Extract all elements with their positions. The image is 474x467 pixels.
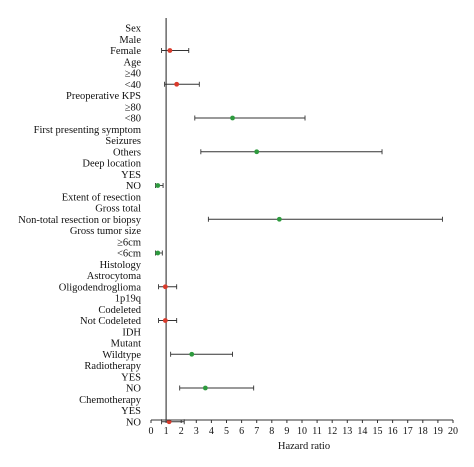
row-label: Extent of resection: [62, 192, 142, 203]
hazard-ratio-point: [167, 48, 173, 53]
hazard-ratio-point: [166, 419, 172, 425]
x-tick-label: 11: [312, 426, 322, 437]
row-label: First presenting symptom: [34, 125, 141, 136]
hazard-ratio-point: [202, 385, 208, 391]
hazard-ratio-point: [276, 216, 282, 222]
x-tick-label: 15: [373, 426, 383, 437]
x-tick-label: 1: [164, 426, 169, 437]
row-label: Seizures: [105, 136, 141, 147]
row-label: YES: [121, 372, 141, 383]
row-label: YES: [121, 170, 141, 181]
x-axis-title: Hazard ratio: [278, 441, 330, 452]
hazard-ratio-point: [162, 318, 168, 323]
hazard-ratio-point: [162, 284, 168, 290]
row-label: Oligodendroglioma: [59, 282, 142, 293]
row-label: Female: [110, 46, 141, 57]
x-tick-label: 0: [149, 426, 154, 437]
estimate-marks: [155, 48, 443, 425]
row-label: Gross tumor size: [70, 226, 141, 237]
row-label: IDH: [122, 327, 141, 338]
x-tick-label: 5: [224, 426, 229, 437]
row-label: Non-total resection or biopsy: [18, 215, 142, 226]
row-label: <80: [125, 114, 141, 125]
x-tick-label: 17: [403, 426, 413, 437]
row-label: Not Codeleted: [80, 316, 142, 327]
row-label: NO: [126, 181, 142, 192]
row-label: Mutant: [111, 339, 141, 350]
row-label: Radiotherapy: [84, 361, 141, 372]
row-label: ≥6cm: [117, 237, 141, 248]
row-label: <40: [125, 80, 141, 91]
row-label: Astrocytoma: [87, 271, 142, 282]
row-label: Deep location: [82, 159, 141, 170]
hazard-ratio-point: [155, 183, 161, 188]
hazard-ratio-point: [189, 351, 195, 357]
x-tick-label: 10: [297, 426, 307, 437]
row-label: Preoperative KPS: [66, 91, 141, 102]
row-label: Gross total: [95, 204, 141, 215]
row-label: Age: [124, 57, 142, 68]
x-tick-label: 8: [269, 426, 274, 437]
row-label: Male: [119, 35, 141, 46]
x-tick-label: 18: [418, 426, 428, 437]
row-label: NO: [126, 417, 142, 428]
x-tick-label: 20: [448, 426, 458, 437]
hazard-ratio-point: [254, 149, 260, 155]
x-tick-label: 4: [209, 426, 214, 437]
x-tick-label: 19: [433, 426, 443, 437]
hazard-ratio-point: [230, 115, 235, 121]
hazard-ratio-point: [155, 250, 161, 256]
row-label: Codeleted: [98, 305, 141, 316]
row-label: Wildtype: [102, 350, 141, 361]
x-tick-label: 2: [179, 426, 184, 437]
x-tick-label: 9: [284, 426, 289, 437]
row-label: ≥80: [125, 102, 141, 113]
x-tick-label: 12: [327, 426, 337, 437]
row-label: ≥40: [125, 69, 141, 80]
row-label: <6cm: [117, 249, 141, 260]
x-tick-label: 6: [239, 426, 244, 437]
x-tick-label: 13: [342, 426, 352, 437]
row-label: YES: [121, 406, 141, 417]
x-tick-label: 14: [357, 426, 367, 437]
x-tick-label: 3: [194, 426, 199, 437]
row-label: Others: [113, 147, 141, 158]
row-label: NO: [126, 384, 142, 395]
x-tick-label: 16: [388, 426, 398, 437]
row-label: 1p19q: [115, 294, 142, 305]
row-label: Sex: [125, 24, 142, 35]
x-tick-label: 7: [254, 426, 259, 437]
x-axis: 0 1 2 3 4 5 6 7 8 9 10 11 12 13 14 15 16 17 18 19 20: [149, 419, 458, 437]
hazard-ratio-point: [174, 81, 180, 87]
row-label: Chemotherapy: [79, 395, 142, 406]
row-label: Histology: [100, 260, 142, 271]
